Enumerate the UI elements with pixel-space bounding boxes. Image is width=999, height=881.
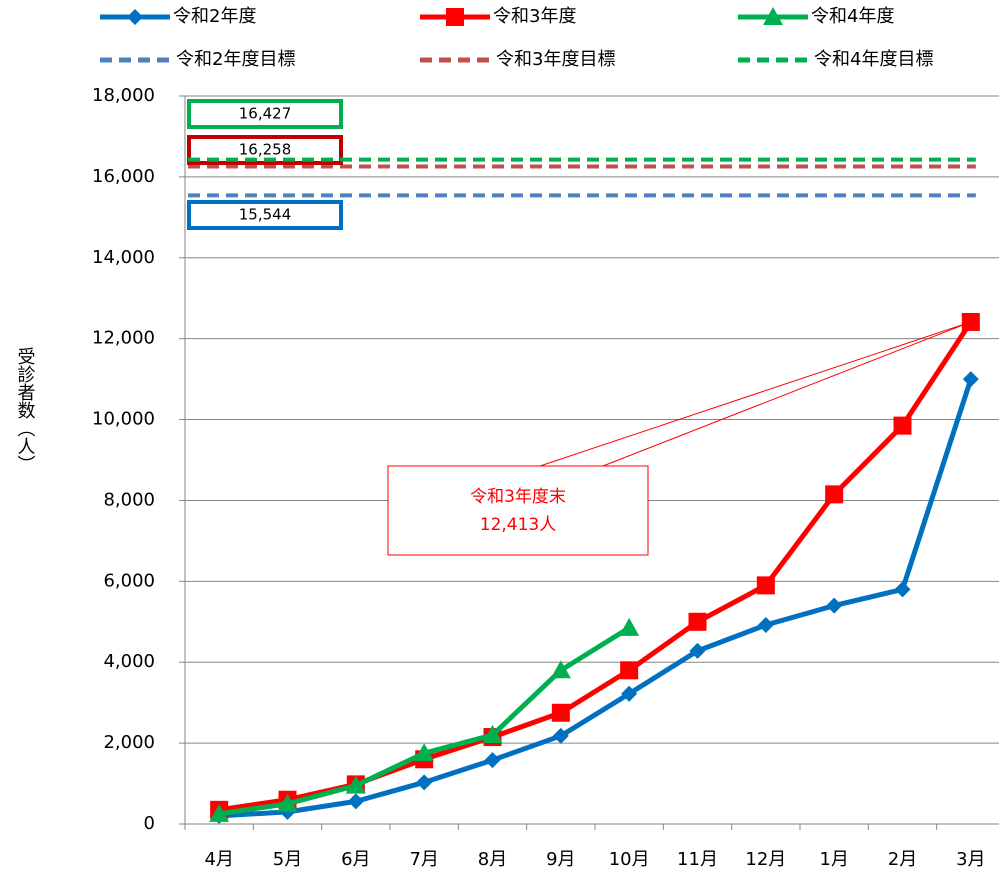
marker bbox=[619, 617, 640, 636]
marker bbox=[209, 803, 230, 822]
annotation-text: 12,413人 bbox=[480, 515, 556, 535]
target-label-box bbox=[187, 99, 343, 129]
marker bbox=[689, 642, 706, 659]
legend-label: 令和4年度目標 bbox=[814, 49, 933, 70]
x-tick-label: 11月 bbox=[677, 849, 718, 870]
x-tick-label: 3月 bbox=[956, 849, 985, 870]
y-axis-label: 受診者数（人） bbox=[15, 347, 36, 473]
marker bbox=[763, 7, 783, 25]
marker bbox=[277, 793, 298, 812]
target-label: 16,258 bbox=[239, 141, 292, 159]
x-tick-label: 12月 bbox=[745, 849, 786, 870]
marker bbox=[414, 743, 435, 762]
marker bbox=[825, 485, 844, 504]
marker bbox=[757, 617, 774, 634]
marker bbox=[345, 775, 366, 794]
marker bbox=[961, 312, 980, 331]
y-tick-label: 2,000 bbox=[103, 732, 155, 753]
legend-label: 令和4年度 bbox=[811, 6, 894, 27]
y-tick-label: 14,000 bbox=[92, 247, 155, 268]
annotation-box bbox=[387, 465, 649, 556]
marker bbox=[688, 612, 707, 631]
x-tick-label: 10月 bbox=[609, 849, 650, 870]
marker bbox=[826, 597, 843, 614]
y-tick-label: 12,000 bbox=[92, 328, 155, 349]
marker bbox=[127, 9, 143, 25]
marker bbox=[756, 576, 775, 595]
y-tick-label: 6,000 bbox=[103, 570, 155, 591]
y-tick-label: 4,000 bbox=[103, 651, 155, 672]
target-label: 16,427 bbox=[239, 105, 292, 123]
target-label: 15,544 bbox=[239, 206, 292, 224]
annotation-text: 令和3年度末 bbox=[470, 487, 566, 507]
x-tick-label: 8月 bbox=[478, 849, 507, 870]
marker bbox=[347, 793, 364, 810]
legend-label: 令和3年度目標 bbox=[496, 49, 615, 70]
legend-label: 令和2年度目標 bbox=[176, 49, 295, 70]
legend-label: 令和2年度 bbox=[173, 6, 256, 27]
marker bbox=[416, 774, 433, 791]
y-tick-label: 16,000 bbox=[92, 166, 155, 187]
marker bbox=[551, 703, 570, 722]
y-tick-label: 8,000 bbox=[103, 489, 155, 510]
x-tick-label: 5月 bbox=[273, 849, 302, 870]
x-tick-label: 4月 bbox=[204, 849, 233, 870]
y-tick-label: 10,000 bbox=[92, 409, 155, 430]
marker bbox=[620, 661, 639, 680]
legend-label: 令和3年度 bbox=[493, 6, 576, 27]
x-tick-label: 7月 bbox=[409, 849, 438, 870]
marker bbox=[550, 660, 571, 679]
x-tick-label: 9月 bbox=[546, 849, 575, 870]
marker bbox=[484, 752, 501, 769]
callout-line bbox=[539, 321, 972, 467]
series-line bbox=[219, 378, 974, 819]
marker bbox=[446, 8, 464, 26]
y-tick-label: 18,000 bbox=[92, 85, 155, 106]
marker bbox=[621, 685, 638, 702]
marker bbox=[894, 581, 911, 598]
x-tick-label: 1月 bbox=[819, 849, 848, 870]
x-tick-label: 6月 bbox=[341, 849, 370, 870]
y-tick-label: 0 bbox=[144, 813, 155, 834]
marker bbox=[482, 725, 503, 744]
x-tick-label: 2月 bbox=[888, 849, 917, 870]
marker bbox=[552, 727, 569, 744]
series-line bbox=[218, 320, 973, 813]
target-label-box bbox=[187, 200, 343, 230]
marker bbox=[893, 416, 912, 435]
marker bbox=[962, 371, 979, 388]
